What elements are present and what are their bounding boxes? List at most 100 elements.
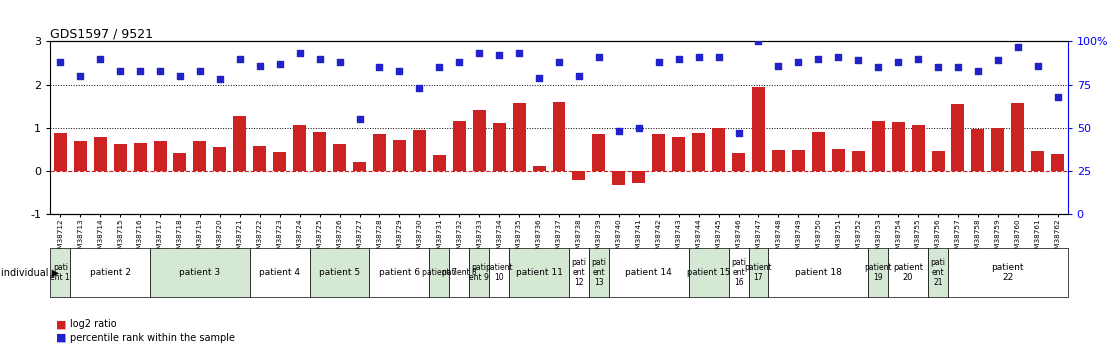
Point: [331, 59, 349, 65]
Text: pati
ent
16: pati ent 16: [731, 258, 746, 287]
Text: patient
17: patient 17: [745, 263, 773, 282]
FancyBboxPatch shape: [569, 248, 589, 297]
Point: [809, 56, 827, 61]
Bar: [373, 134, 386, 171]
FancyBboxPatch shape: [70, 248, 150, 297]
FancyBboxPatch shape: [429, 248, 449, 297]
FancyBboxPatch shape: [249, 248, 310, 297]
Point: [989, 58, 1007, 63]
FancyBboxPatch shape: [729, 248, 749, 297]
Text: patient 5: patient 5: [319, 268, 360, 277]
FancyBboxPatch shape: [869, 248, 888, 297]
Bar: [114, 144, 126, 171]
Text: patient 3: patient 3: [179, 268, 220, 277]
Point: [909, 56, 927, 61]
Point: [749, 39, 767, 44]
Text: patient
10: patient 10: [485, 263, 513, 282]
Point: [550, 59, 568, 65]
Bar: [413, 130, 426, 171]
Bar: [94, 137, 106, 171]
Bar: [254, 146, 266, 171]
Bar: [572, 171, 586, 180]
Bar: [353, 162, 366, 171]
Text: pati
ent 1: pati ent 1: [50, 263, 70, 282]
Bar: [173, 152, 187, 171]
Point: [670, 56, 688, 61]
Point: [830, 54, 847, 60]
FancyBboxPatch shape: [609, 248, 689, 297]
Text: patient
22: patient 22: [992, 263, 1024, 282]
Text: individual ▶: individual ▶: [1, 268, 59, 277]
Text: log2 ratio: log2 ratio: [70, 319, 117, 329]
Point: [271, 61, 288, 67]
Bar: [931, 151, 945, 171]
Bar: [234, 116, 246, 171]
Point: [789, 59, 807, 65]
Bar: [1051, 154, 1064, 171]
Text: patient 2: patient 2: [89, 268, 131, 277]
Bar: [712, 128, 726, 171]
Point: [510, 51, 528, 56]
Text: ■: ■: [56, 319, 66, 329]
Point: [650, 59, 667, 65]
Bar: [792, 150, 805, 171]
Point: [949, 65, 967, 70]
Bar: [133, 143, 146, 171]
FancyBboxPatch shape: [948, 248, 1068, 297]
FancyBboxPatch shape: [449, 248, 470, 297]
Bar: [652, 134, 665, 171]
FancyBboxPatch shape: [310, 248, 369, 297]
Bar: [992, 128, 1004, 171]
Point: [969, 68, 987, 73]
Text: percentile rank within the sample: percentile rank within the sample: [70, 333, 236, 343]
Point: [370, 65, 388, 70]
Point: [92, 56, 110, 61]
Point: [410, 85, 428, 91]
Bar: [513, 103, 525, 171]
Bar: [613, 171, 625, 185]
Point: [850, 58, 868, 63]
Point: [430, 65, 448, 70]
Text: pati
ent
12: pati ent 12: [571, 258, 587, 287]
Text: patient
19: patient 19: [864, 263, 892, 282]
Text: patient
20: patient 20: [893, 263, 923, 282]
Text: GDS1597 / 9521: GDS1597 / 9521: [50, 27, 153, 40]
Point: [1008, 44, 1026, 49]
Bar: [812, 132, 825, 171]
Point: [629, 125, 647, 130]
Point: [471, 51, 489, 56]
Point: [451, 59, 468, 65]
Point: [730, 130, 748, 136]
Text: pati
ent
21: pati ent 21: [930, 258, 946, 287]
Point: [710, 54, 728, 60]
Bar: [433, 155, 446, 171]
Bar: [74, 141, 87, 171]
FancyBboxPatch shape: [490, 248, 509, 297]
Bar: [593, 134, 605, 171]
Text: patient 7: patient 7: [421, 268, 457, 277]
Text: patient 14: patient 14: [625, 268, 672, 277]
Point: [351, 116, 369, 122]
Bar: [1031, 151, 1044, 171]
Text: patient 15: patient 15: [688, 268, 730, 277]
FancyBboxPatch shape: [928, 248, 948, 297]
Point: [131, 68, 149, 73]
Text: pati
ent 9: pati ent 9: [470, 263, 490, 282]
Bar: [193, 141, 207, 171]
Point: [690, 54, 708, 60]
Point: [1049, 94, 1067, 99]
Bar: [892, 122, 904, 171]
FancyBboxPatch shape: [509, 248, 569, 297]
Bar: [392, 140, 406, 171]
Text: patient 18: patient 18: [795, 268, 842, 277]
Point: [72, 73, 89, 79]
Bar: [54, 133, 67, 171]
Bar: [293, 126, 306, 171]
Bar: [771, 150, 785, 171]
Bar: [872, 121, 884, 171]
Text: patient 11: patient 11: [515, 268, 562, 277]
Point: [1029, 63, 1046, 68]
Point: [311, 56, 329, 61]
Bar: [473, 110, 485, 171]
Point: [590, 54, 608, 60]
